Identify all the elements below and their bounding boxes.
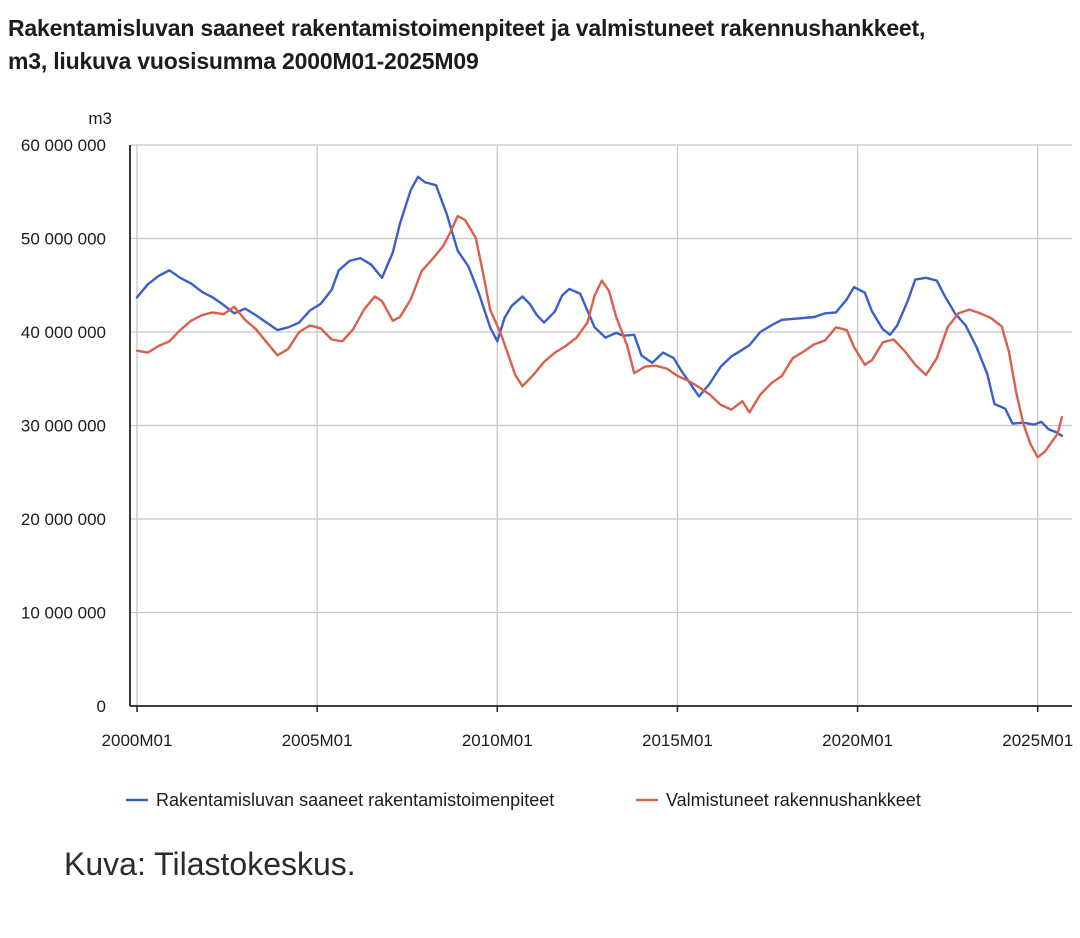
x-tick-label: 2005M01 <box>282 731 353 750</box>
y-tick-label: 60 000 000 <box>21 136 106 155</box>
legend: Rakentamisluvan saaneet rakentamistoimen… <box>126 790 921 810</box>
y-tick-label: 20 000 000 <box>21 510 106 529</box>
x-tick-label: 2020M01 <box>822 731 893 750</box>
series-line-valmistuneet <box>135 214 1064 459</box>
y-tick-label: 30 000 000 <box>21 417 106 436</box>
y-axis-unit-label: m3 <box>88 109 112 128</box>
y-tick-label: 0 <box>97 697 106 716</box>
chart-title-line-2: m3, liukuva vuosisumma 2000M01-2025M09 <box>8 48 479 74</box>
x-tick-label: 2025M01 <box>1002 731 1073 750</box>
series-line-rakentamisluvat <box>135 175 1064 437</box>
series-lines <box>135 175 1064 459</box>
legend-label: Valmistuneet rakennushankkeet <box>666 790 921 810</box>
line-chart: 0 10 000 000 20 000 000 30 000 000 40 000 00… <box>21 109 1073 810</box>
image-caption: Kuva: Tilastokeskus. <box>64 846 356 882</box>
x-tick-label: 2000M01 <box>102 731 173 750</box>
legend-label: Rakentamisluvan saaneet rakentamistoimen… <box>156 790 554 810</box>
y-tick-label: 40 000 000 <box>21 323 106 342</box>
axes: 0 10 000 000 20 000 000 30 000 000 40 000 00… <box>21 136 1073 750</box>
chart-title-line-1: Rakentamisluvan saaneet rakentamistoimen… <box>8 15 926 41</box>
gridlines <box>130 144 1072 706</box>
y-tick-label: 50 000 000 <box>21 230 106 249</box>
chart-title: Rakentamisluvan saaneet rakentamistoimen… <box>8 12 1068 78</box>
y-tick-label: 10 000 000 <box>21 604 106 623</box>
x-tick-label: 2015M01 <box>642 731 713 750</box>
x-tick-label: 2010M01 <box>462 731 533 750</box>
